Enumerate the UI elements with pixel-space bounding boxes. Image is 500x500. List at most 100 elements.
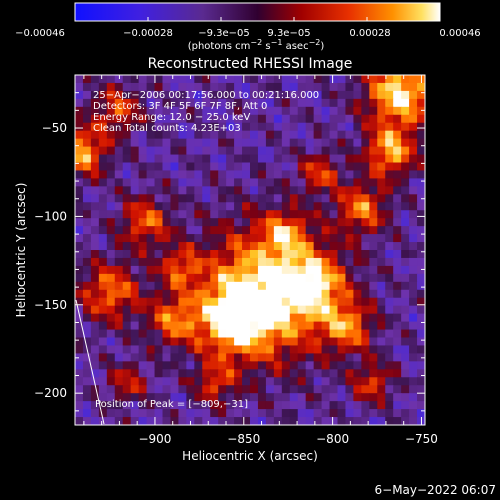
heatmap-cell	[90, 170, 100, 179]
heatmap-cell	[305, 146, 315, 156]
heatmap-cell	[210, 321, 219, 331]
heatmap-cell	[146, 226, 156, 235]
heatmap-cell	[210, 361, 219, 370]
heatmap-cell	[345, 313, 354, 323]
heatmap-cell	[210, 265, 219, 275]
heatmap-cell	[329, 138, 339, 148]
heatmap-cell	[162, 361, 172, 370]
heatmap-cell	[265, 313, 275, 323]
heatmap-cell	[130, 202, 140, 211]
heatmap-cell	[385, 385, 394, 394]
heatmap-cell	[226, 122, 235, 132]
heatmap-cell	[186, 409, 195, 418]
heatmap-cell	[353, 242, 362, 251]
heatmap-cell	[393, 75, 402, 84]
heatmap-cell	[257, 305, 267, 315]
heatmap-cell	[146, 178, 156, 187]
heatmap-cell	[75, 377, 84, 386]
heatmap-cell	[218, 369, 227, 378]
heatmap-cell	[98, 345, 108, 354]
heatmap-cell	[210, 146, 219, 156]
heatmap-cell	[82, 98, 92, 108]
heatmap-cell	[114, 82, 124, 92]
heatmap-cell	[138, 202, 148, 211]
heatmap-cell	[146, 321, 156, 331]
heatmap-cell	[138, 361, 148, 370]
heatmap-cell	[250, 345, 259, 354]
heatmap-cell	[82, 226, 92, 235]
heatmap-cell	[98, 393, 108, 402]
heatmap-cell	[90, 154, 100, 164]
heatmap-cell	[170, 281, 179, 291]
heatmap-cell	[329, 130, 339, 140]
heatmap-cell	[75, 297, 84, 307]
heatmap-cell	[401, 369, 410, 378]
heatmap-cell	[202, 265, 211, 275]
heatmap-cell	[234, 178, 243, 187]
heatmap-cell	[353, 321, 362, 331]
heatmap-cell	[98, 361, 108, 370]
heatmap-cell	[321, 98, 331, 108]
heatmap-cell	[114, 122, 124, 132]
heatmap-cell	[162, 154, 172, 164]
heatmap-cell	[361, 114, 370, 124]
heatmap-cell	[138, 242, 148, 251]
heatmap-cell	[146, 122, 156, 132]
heatmap-cell	[210, 90, 219, 100]
heatmap-cell	[234, 353, 243, 362]
heatmap-cell	[98, 273, 108, 283]
heatmap-cell	[82, 361, 92, 370]
heatmap-cell	[369, 114, 378, 124]
heatmap-cell	[337, 114, 347, 124]
heatmap-cell	[90, 385, 100, 394]
heatmap-cell	[234, 281, 243, 291]
heatmap-cell	[329, 226, 339, 235]
heatmap-cell	[345, 401, 354, 410]
heatmap-cell	[329, 361, 339, 370]
heatmap-cell	[401, 194, 410, 203]
heatmap-cell	[146, 401, 156, 410]
heatmap-cell	[170, 313, 179, 323]
heatmap-cell	[417, 305, 425, 315]
heatmap-cell	[361, 289, 370, 299]
heatmap-cell	[313, 170, 323, 179]
heatmap-cell	[369, 226, 378, 235]
heatmap-cell	[353, 226, 362, 235]
heatmap-cell	[170, 146, 179, 156]
heatmap-cell	[194, 242, 203, 251]
heatmap-cell	[393, 265, 402, 275]
heatmap-cell	[305, 154, 315, 164]
heatmap-cell	[377, 297, 386, 307]
heatmap-cell	[321, 393, 331, 402]
heatmap-cell	[242, 353, 251, 362]
heatmap-cell	[289, 114, 299, 124]
heatmap-cell	[90, 122, 100, 132]
heatmap-cell	[385, 265, 394, 275]
heatmap-cell	[297, 337, 307, 347]
heatmap-cell	[114, 202, 124, 211]
heatmap-cell	[417, 170, 425, 179]
heatmap-cell	[162, 98, 172, 108]
heatmap-cell	[218, 146, 227, 156]
heatmap-cell	[321, 146, 331, 156]
heatmap-cell	[313, 329, 323, 339]
heatmap-cell	[281, 178, 291, 187]
heatmap-cell	[114, 186, 124, 195]
heatmap-cell	[409, 218, 418, 227]
heatmap-cell	[186, 170, 195, 179]
heatmap-cell	[361, 273, 370, 283]
heatmap-cell	[210, 106, 219, 116]
heatmap-cell	[82, 114, 92, 124]
heatmap-cell	[393, 297, 402, 307]
heatmap-cell	[218, 106, 227, 116]
heatmap-cell	[98, 242, 108, 251]
heatmap-cell	[401, 114, 410, 124]
heatmap-cell	[321, 273, 331, 283]
heatmap-cell	[273, 234, 283, 243]
heatmap-cell	[82, 313, 92, 323]
heatmap-cell	[305, 130, 315, 140]
heatmap-cell	[226, 210, 235, 219]
heatmap-cell	[218, 138, 227, 148]
heatmap-cell	[305, 385, 315, 394]
heatmap-cell	[401, 409, 410, 418]
